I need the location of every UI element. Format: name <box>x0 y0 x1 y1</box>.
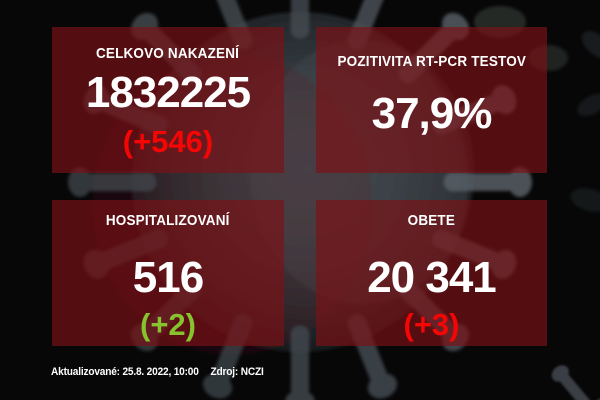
stat-delta-hospitalized: (+2) <box>140 306 196 342</box>
stat-card-deaths: OBETE 20 341 (+3) <box>316 200 547 346</box>
stat-value-total-infected: 1832225 <box>85 67 251 117</box>
stat-value-pcr-positivity: 37,9% <box>371 88 493 138</box>
stat-label-hospitalized: HOSPITALIZOVANÍ <box>106 212 230 229</box>
stat-card-total-infected: CELKOVO NAKAZENÍ 1832225 (+546) <box>52 27 284 173</box>
stat-delta-deaths: (+3) <box>403 306 460 342</box>
updated-timestamp: Aktualizované: 25.8. 2022, 10:00 <box>51 366 199 378</box>
stat-label-deaths: OBETE <box>407 212 456 229</box>
stat-label-total-infected: CELKOVO NAKAZENÍ <box>96 45 240 62</box>
stat-value-deaths: 20 341 <box>367 252 497 302</box>
stat-label-pcr-positivity: POZITIVITA RT-PCR TESTOV <box>337 53 526 70</box>
stat-delta-total-infected: (+546) <box>122 123 214 159</box>
stat-card-hospitalized: HOSPITALIZOVANÍ 516 (+2) <box>52 200 284 346</box>
stat-card-pcr-positivity: POZITIVITA RT-PCR TESTOV 37,9% <box>316 27 547 173</box>
data-source: Zdroj: NCZI <box>210 366 264 378</box>
footer: Aktualizované: 25.8. 2022, 10:00 Zdroj: … <box>51 366 264 378</box>
stat-value-hospitalized: 516 <box>132 252 204 302</box>
